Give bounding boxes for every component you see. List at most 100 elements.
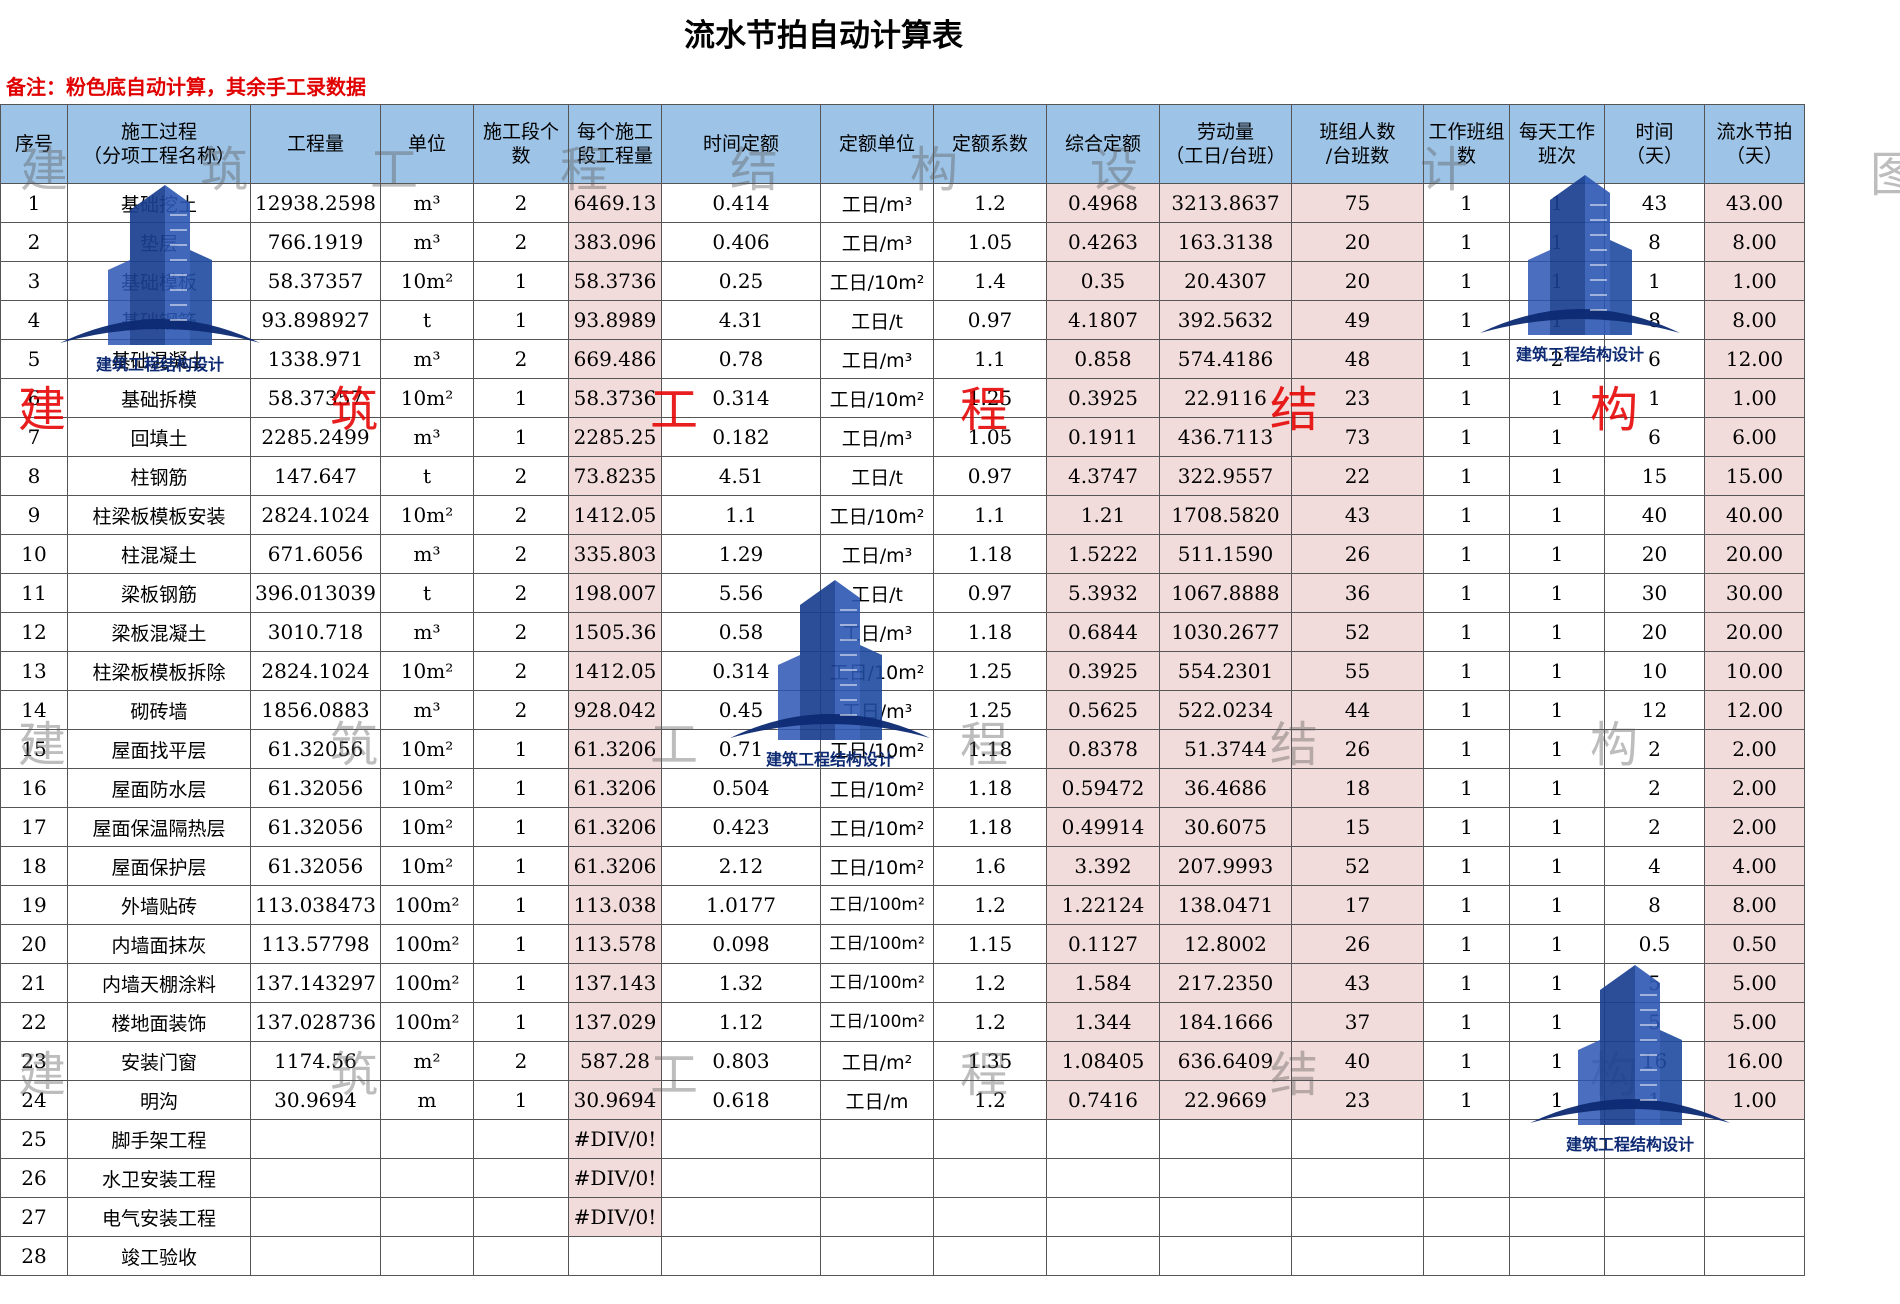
table-cell[interactable]: 10.00: [1704, 651, 1805, 691]
table-cell[interactable]: [1704, 1158, 1805, 1198]
table-cell[interactable]: 工日/10m²: [820, 807, 934, 847]
table-cell[interactable]: 2: [473, 690, 569, 730]
table-cell[interactable]: 30: [1604, 573, 1705, 613]
table-cell[interactable]: 1.05: [933, 417, 1047, 457]
table-cell[interactable]: 100m²: [380, 963, 474, 1003]
table-cell[interactable]: [1046, 1158, 1160, 1198]
table-cell[interactable]: 30.6075: [1159, 807, 1292, 847]
table-cell[interactable]: 18: [1291, 768, 1424, 808]
table-cell[interactable]: 1: [1604, 261, 1705, 301]
table-cell[interactable]: 30.9694: [250, 1080, 381, 1120]
table-cell[interactable]: 0.3925: [1046, 378, 1160, 418]
table-cell[interactable]: 0.45: [661, 690, 821, 730]
table-cell[interactable]: 1.18: [933, 534, 1047, 574]
table-cell[interactable]: 1: [1509, 1002, 1605, 1042]
table-cell[interactable]: [473, 1197, 569, 1237]
table-cell[interactable]: 2: [473, 495, 569, 535]
table-cell[interactable]: 3010.718: [250, 612, 381, 652]
table-cell[interactable]: 15: [1291, 807, 1424, 847]
table-cell[interactable]: [250, 1197, 381, 1237]
table-cell[interactable]: 2: [473, 651, 569, 691]
table-cell[interactable]: 1.18: [933, 612, 1047, 652]
table-cell[interactable]: 1: [1509, 690, 1605, 730]
table-cell[interactable]: 1.18: [933, 768, 1047, 808]
table-cell[interactable]: 基础混凝土: [67, 339, 251, 379]
table-cell[interactable]: [1509, 1119, 1605, 1159]
table-cell[interactable]: 1412.05: [568, 651, 662, 691]
table-cell[interactable]: 20.00: [1704, 612, 1805, 652]
table-cell[interactable]: 554.2301: [1159, 651, 1292, 691]
table-cell[interactable]: 4: [1604, 846, 1705, 886]
table-cell[interactable]: 1: [1509, 378, 1605, 418]
table-cell[interactable]: 1: [1509, 924, 1605, 964]
table-cell[interactable]: 10m²: [380, 846, 474, 886]
table-cell[interactable]: 22.9669: [1159, 1080, 1292, 1120]
table-cell[interactable]: [661, 1158, 821, 1198]
table-cell[interactable]: 2: [473, 339, 569, 379]
table-cell[interactable]: 12938.2598: [250, 183, 381, 223]
table-cell[interactable]: 1: [473, 1080, 569, 1120]
table-cell[interactable]: [933, 1236, 1047, 1276]
table-cell[interactable]: 52: [1291, 846, 1424, 886]
table-cell[interactable]: 928.042: [568, 690, 662, 730]
table-cell[interactable]: 100m²: [380, 885, 474, 925]
table-cell[interactable]: [820, 1197, 934, 1237]
table-cell[interactable]: [1046, 1236, 1160, 1276]
table-cell[interactable]: 1: [1509, 261, 1605, 301]
table-cell[interactable]: 636.6409: [1159, 1041, 1292, 1081]
table-cell[interactable]: 10m²: [380, 729, 474, 769]
table-cell[interactable]: 1505.36: [568, 612, 662, 652]
table-cell[interactable]: 工日/m³: [820, 534, 934, 574]
table-cell[interactable]: 1: [1423, 339, 1510, 379]
table-cell[interactable]: 1: [1509, 612, 1605, 652]
table-cell[interactable]: 1.25: [933, 690, 1047, 730]
table-cell[interactable]: 0.58: [661, 612, 821, 652]
table-cell[interactable]: 1: [473, 261, 569, 301]
table-cell[interactable]: 8: [1604, 222, 1705, 262]
table-cell[interactable]: 37: [1291, 1002, 1424, 1042]
table-cell[interactable]: 19: [0, 885, 68, 925]
table-cell[interactable]: 6: [1604, 339, 1705, 379]
table-cell[interactable]: 1: [1423, 183, 1510, 223]
table-cell[interactable]: 12.8002: [1159, 924, 1292, 964]
table-cell[interactable]: m³: [380, 534, 474, 574]
table-cell[interactable]: 147.647: [250, 456, 381, 496]
table-cell[interactable]: 0.1911: [1046, 417, 1160, 457]
table-cell[interactable]: 73: [1291, 417, 1424, 457]
table-cell[interactable]: 工日/100m²: [820, 963, 934, 1003]
table-cell[interactable]: 1: [473, 729, 569, 769]
table-cell[interactable]: 1.2: [933, 1080, 1047, 1120]
table-cell[interactable]: [1159, 1236, 1292, 1276]
table-cell[interactable]: 10m²: [380, 261, 474, 301]
table-cell[interactable]: [1604, 1197, 1705, 1237]
table-cell[interactable]: 2.00: [1704, 807, 1805, 847]
table-cell[interactable]: 0.423: [661, 807, 821, 847]
table-cell[interactable]: 1: [1423, 378, 1510, 418]
table-cell[interactable]: 61.3206: [568, 729, 662, 769]
table-cell[interactable]: 2: [473, 183, 569, 223]
table-cell[interactable]: 40: [1604, 495, 1705, 535]
table-cell[interactable]: [1046, 1119, 1160, 1159]
table-cell[interactable]: [250, 1158, 381, 1198]
table-cell[interactable]: 水卫安装工程: [67, 1158, 251, 1198]
table-cell[interactable]: 22.9116: [1159, 378, 1292, 418]
table-cell[interactable]: t: [380, 573, 474, 613]
table-cell[interactable]: 1: [1509, 573, 1605, 613]
table-cell[interactable]: 柱混凝土: [67, 534, 251, 574]
table-cell[interactable]: 1: [1423, 300, 1510, 340]
table-cell[interactable]: 1: [0, 183, 68, 223]
table-cell[interactable]: 脚手架工程: [67, 1119, 251, 1159]
table-cell[interactable]: 回填土: [67, 417, 251, 457]
table-cell[interactable]: 1174.56: [250, 1041, 381, 1081]
table-cell[interactable]: 5.00: [1704, 963, 1805, 1003]
table-cell[interactable]: 392.5632: [1159, 300, 1292, 340]
table-cell[interactable]: 1.2: [933, 1002, 1047, 1042]
table-cell[interactable]: 1: [1423, 1002, 1510, 1042]
table-cell[interactable]: 1.12: [661, 1002, 821, 1042]
table-cell[interactable]: 0.35: [1046, 261, 1160, 301]
table-cell[interactable]: 4.51: [661, 456, 821, 496]
table-cell[interactable]: 1708.5820: [1159, 495, 1292, 535]
table-cell[interactable]: 43: [1604, 183, 1705, 223]
table-cell[interactable]: 3213.8637: [1159, 183, 1292, 223]
table-cell[interactable]: 2285.25: [568, 417, 662, 457]
